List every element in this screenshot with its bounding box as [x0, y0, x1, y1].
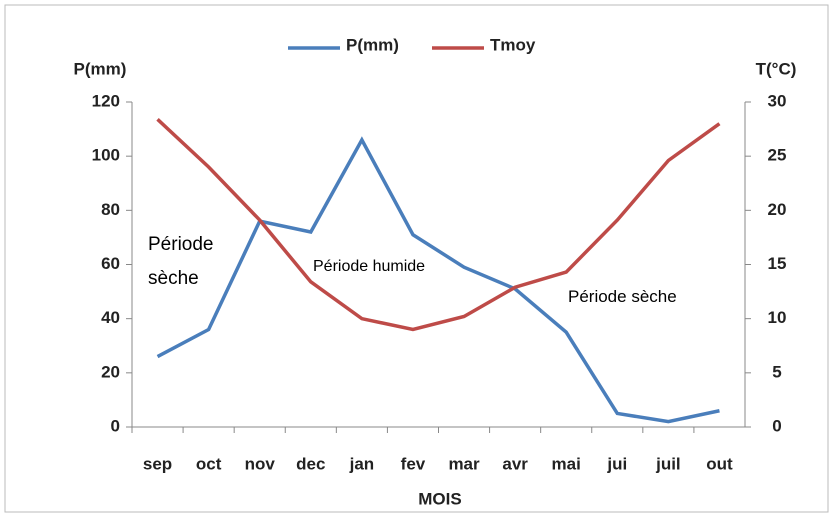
annotation: Période sèche — [568, 287, 677, 306]
y2-tick-label: 30 — [768, 91, 787, 110]
y-tick-label: 100 — [92, 146, 120, 165]
y-tick-label: 120 — [92, 91, 120, 110]
x-tick-label: jui — [606, 454, 627, 473]
x-tick-label: avr — [502, 454, 528, 473]
legend-label: P(mm) — [346, 35, 399, 54]
y2-axis-label: T(°C) — [756, 59, 797, 78]
y-tick-label: 20 — [101, 362, 120, 381]
x-tick-label: juil — [655, 454, 681, 473]
x-tick-label: fev — [401, 454, 426, 473]
x-tick-label: mai — [552, 454, 581, 473]
y2-tick-label: 10 — [768, 308, 787, 327]
x-tick-label: nov — [245, 454, 276, 473]
y2-tick-label: 5 — [772, 362, 781, 381]
annotation: Période humide — [313, 258, 426, 275]
y2-tick-label: 15 — [768, 254, 787, 273]
y-tick-label: 60 — [101, 254, 120, 273]
y-axis-label: P(mm) — [74, 59, 127, 78]
series-line — [156, 136, 720, 424]
x-axis-label: MOIS — [418, 489, 461, 508]
y2-tick-label: 25 — [768, 146, 787, 165]
x-tick-label: sep — [143, 454, 172, 473]
y-tick-label: 40 — [101, 308, 120, 327]
legend-label: Tmoy — [490, 35, 536, 54]
x-tick-label: jan — [349, 454, 375, 473]
x-tick-label: mar — [448, 454, 480, 473]
x-tick-label: oct — [196, 454, 222, 473]
y-tick-label: 0 — [111, 416, 120, 435]
x-tick-label: out — [706, 454, 733, 473]
y-tick-label: 80 — [101, 200, 120, 219]
annotation: Période sèche — [148, 234, 214, 289]
x-tick-label: dec — [296, 454, 325, 473]
y2-tick-label: 20 — [768, 200, 787, 219]
series-line — [156, 118, 721, 332]
y2-tick-label: 0 — [772, 416, 781, 435]
